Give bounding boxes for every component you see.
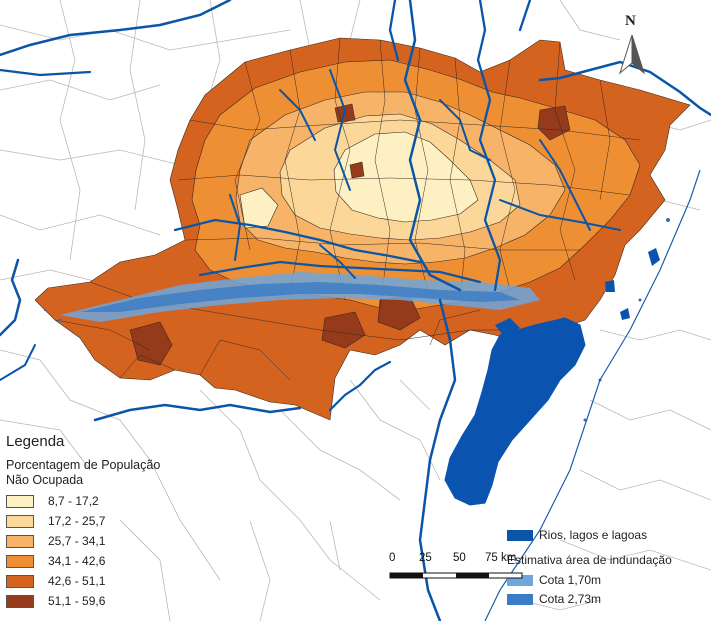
dark-pocket-2 — [321, 311, 366, 349]
legend-label-6: 51,1 - 59,6 — [48, 594, 106, 608]
dark-pocket-6 — [349, 161, 365, 179]
legend-item-1: 8,7 - 17,2 — [6, 493, 99, 509]
dark-pocket-1 — [129, 321, 173, 366]
lagoon — [444, 317, 586, 506]
legend-item-5: 42,6 - 51,1 — [6, 573, 105, 589]
scale-bar: 0 25 50 75 km — [389, 552, 523, 582]
legend-label-2: 17,2 - 25,7 — [48, 514, 106, 528]
legend-subtitle-line1: Porcentagem de População — [6, 458, 161, 472]
legend-item-3: 25,7 - 34,1 — [6, 533, 105, 549]
north-arrow: N — [615, 13, 649, 75]
water-legend-cota1: Cota 1,70m — [507, 573, 601, 587]
legend-swatch-3 — [6, 534, 34, 548]
legend-label-4: 34,1 - 42,6 — [48, 554, 106, 568]
north-label: N — [625, 13, 636, 29]
legend-swatch-5 — [6, 574, 34, 588]
water-legend-rivers: Rios, lagos e lagoas — [507, 528, 647, 542]
flood-areas — [60, 272, 540, 322]
legend-subtitle-line2: Não Ocupada — [6, 473, 84, 487]
legend-title: Legenda — [6, 433, 65, 450]
rivers-label: Rios, lagos e lagoas — [539, 528, 648, 542]
scale-label-75: 75 km — [485, 552, 517, 564]
region-center — [333, 131, 479, 223]
water-legend-cota2: Cota 2,73m — [507, 592, 601, 606]
legend-item-6: 51,1 - 59,6 — [6, 593, 105, 609]
scale-label-25: 25 — [419, 552, 432, 564]
scale-label-0: 0 — [389, 552, 396, 564]
legend-swatch-4 — [6, 554, 34, 568]
cota1-swatch — [507, 574, 533, 586]
coastal-lake-2 — [605, 280, 615, 292]
scale-bar-graphic — [389, 572, 523, 579]
coastal-lake-3 — [620, 308, 630, 320]
flood-cota-1-70 — [80, 282, 520, 312]
legend-label-1: 8,7 - 17,2 — [48, 494, 99, 508]
legend-label-3: 25,7 - 34,1 — [48, 534, 106, 548]
flood-legend-title: Estimativa área de indundação — [507, 553, 672, 567]
cota2-swatch — [507, 593, 533, 605]
legend-item-4: 34,1 - 42,6 — [6, 553, 105, 569]
north-arrow-icon — [619, 34, 645, 75]
scale-label-50: 50 — [453, 552, 466, 564]
legend-swatch-2 — [6, 514, 34, 528]
cota2-label: Cota 2,73m — [539, 592, 602, 606]
legend-item-2: 17,2 - 25,7 — [6, 513, 105, 529]
rivers-swatch — [507, 529, 533, 541]
coastline — [484, 169, 701, 621]
legend-label-5: 42,6 - 51,1 — [48, 574, 106, 588]
legend-swatch-1 — [6, 494, 34, 508]
flood-cota-2-73 — [60, 272, 540, 322]
lagoon-outlet — [495, 318, 520, 338]
coastal-lake-1 — [648, 248, 660, 266]
legend-swatch-6 — [6, 594, 34, 608]
cota1-label: Cota 1,70m — [539, 573, 602, 587]
study-area — [34, 37, 691, 421]
